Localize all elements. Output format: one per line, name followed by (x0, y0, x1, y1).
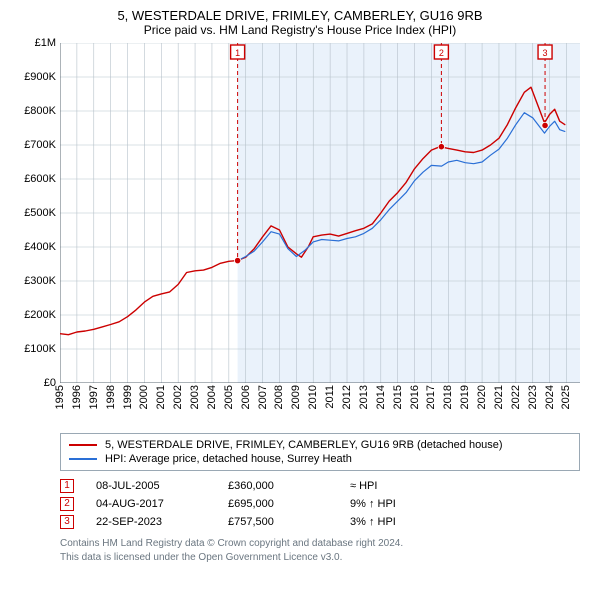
event-relative: ≈ HPI (350, 480, 377, 492)
footer-line2: This data is licensed under the Open Gov… (60, 551, 580, 565)
x-tick-label: 1995 (54, 385, 66, 409)
y-tick-label: £100K (24, 343, 56, 355)
event-price: £695,000 (228, 498, 328, 510)
title-subtitle: Price paid vs. HM Land Registry's House … (10, 23, 590, 37)
x-tick-label: 2019 (459, 385, 471, 409)
y-tick-label: £200K (24, 309, 56, 321)
legend-row: 5, WESTERDALE DRIVE, FRIMLEY, CAMBERLEY,… (69, 438, 571, 452)
y-axis: £0£100K£200K£300K£400K£500K£600K£700K£80… (12, 43, 56, 383)
legend: 5, WESTERDALE DRIVE, FRIMLEY, CAMBERLEY,… (60, 433, 580, 471)
x-tick-label: 2023 (527, 385, 539, 409)
y-tick-label: £400K (24, 241, 56, 253)
y-tick-label: £900K (24, 71, 56, 83)
x-tick-label: 2001 (155, 385, 167, 409)
x-tick-label: 1997 (88, 385, 100, 409)
x-tick-label: 2002 (172, 385, 184, 409)
footer-attribution: Contains HM Land Registry data © Crown c… (60, 537, 580, 564)
events-table: 1 08-JUL-2005 £360,000 ≈ HPI 2 04-AUG-2017 £69… (60, 477, 580, 531)
legend-swatch (69, 444, 97, 446)
chart-container: 5, WESTERDALE DRIVE, FRIMLEY, CAMBERLEY,… (0, 0, 600, 572)
event-date: 08-JUL-2005 (96, 480, 206, 492)
legend-label: HPI: Average price, detached house, Surr… (105, 453, 352, 465)
svg-text:3: 3 (543, 48, 548, 58)
footer-line1: Contains HM Land Registry data © Crown c… (60, 537, 580, 551)
legend-swatch (69, 458, 97, 460)
x-tick-label: 2007 (257, 385, 269, 409)
legend-row: HPI: Average price, detached house, Surr… (69, 452, 571, 466)
plot-area: £0£100K£200K£300K£400K£500K£600K£700K£80… (60, 43, 580, 383)
x-tick-label: 2025 (560, 385, 572, 409)
event-badge: 2 (60, 497, 74, 511)
legend-label: 5, WESTERDALE DRIVE, FRIMLEY, CAMBERLEY,… (105, 439, 503, 451)
x-tick-label: 2016 (409, 385, 421, 409)
x-tick-label: 2021 (493, 385, 505, 409)
y-tick-label: £300K (24, 275, 56, 287)
event-date: 04-AUG-2017 (96, 498, 206, 510)
x-tick-label: 2004 (206, 385, 218, 409)
y-tick-label: £1M (35, 37, 56, 49)
x-tick-label: 2015 (392, 385, 404, 409)
svg-text:1: 1 (235, 48, 240, 58)
title-address: 5, WESTERDALE DRIVE, FRIMLEY, CAMBERLEY,… (10, 8, 590, 23)
x-tick-label: 2010 (307, 385, 319, 409)
chart-svg: 1 2 3 (60, 43, 580, 383)
x-tick-label: 2005 (223, 385, 235, 409)
y-tick-label: £700K (24, 139, 56, 151)
event-date: 22-SEP-2023 (96, 516, 206, 528)
x-tick-label: 2011 (324, 385, 336, 409)
event-row: 2 04-AUG-2017 £695,000 9% ↑ HPI (60, 495, 580, 513)
event-relative: 3% ↑ HPI (350, 516, 396, 528)
event-row: 1 08-JUL-2005 £360,000 ≈ HPI (60, 477, 580, 495)
svg-text:2: 2 (439, 48, 444, 58)
event-price: £757,500 (228, 516, 328, 528)
x-tick-label: 2018 (442, 385, 454, 409)
event-row: 3 22-SEP-2023 £757,500 3% ↑ HPI (60, 513, 580, 531)
event-badge: 3 (60, 515, 74, 529)
x-tick-label: 2008 (273, 385, 285, 409)
x-tick-label: 2017 (425, 385, 437, 409)
x-tick-label: 2014 (375, 385, 387, 409)
x-tick-label: 2006 (240, 385, 252, 409)
event-relative: 9% ↑ HPI (350, 498, 396, 510)
x-tick-label: 2003 (189, 385, 201, 409)
x-tick-label: 1998 (105, 385, 117, 409)
event-badge: 1 (60, 479, 74, 493)
x-axis: 1995199619971998199920002001200220032004… (60, 383, 580, 427)
x-tick-label: 2022 (510, 385, 522, 409)
y-tick-label: £600K (24, 173, 56, 185)
event-price: £360,000 (228, 480, 328, 492)
y-tick-label: £800K (24, 105, 56, 117)
x-tick-label: 2013 (358, 385, 370, 409)
x-tick-label: 1996 (71, 385, 83, 409)
x-tick-label: 2012 (341, 385, 353, 409)
x-tick-label: 2009 (290, 385, 302, 409)
x-tick-label: 2020 (476, 385, 488, 409)
x-tick-label: 1999 (122, 385, 134, 409)
x-tick-label: 2000 (138, 385, 150, 409)
y-tick-label: £500K (24, 207, 56, 219)
x-tick-label: 2024 (544, 385, 556, 409)
